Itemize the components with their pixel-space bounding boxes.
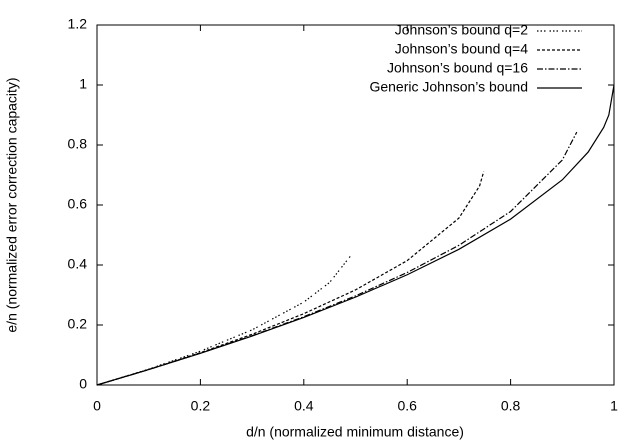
x-tick-label: 0 — [93, 398, 101, 414]
y-tick-label: 1 — [79, 76, 87, 92]
y-tick-label: 0 — [79, 376, 87, 392]
legend-label: Johnson’s bound q=2 — [395, 22, 528, 38]
x-tick-label: 0.6 — [397, 398, 417, 414]
legend-label: Johnson’s bound q=4 — [395, 41, 528, 57]
x-tick-label: 0.8 — [501, 398, 521, 414]
y-tick-label: 0.6 — [68, 196, 88, 212]
y-tick-label: 0.2 — [68, 316, 88, 332]
legend-label: Generic Johnson’s bound — [369, 79, 528, 95]
plot-frame — [96, 24, 615, 386]
x-tick-label: 0.4 — [294, 398, 314, 414]
x-tick-label: 1 — [610, 398, 618, 414]
series-line — [96, 84, 615, 386]
y-tick-label: 0.8 — [68, 136, 88, 152]
x-axis-label: d/n (normalized minimum distance) — [246, 424, 464, 440]
y-axis-label: e/n (normalized error correction capacit… — [4, 77, 20, 332]
series-line — [96, 255, 351, 386]
legend-label: Johnson’s bound q=16 — [387, 60, 528, 76]
y-tick-label: 1.2 — [68, 16, 88, 32]
series-line — [96, 131, 578, 386]
x-tick-label: 0.2 — [191, 398, 211, 414]
y-tick-label: 0.4 — [68, 256, 88, 272]
series-line — [96, 171, 485, 386]
